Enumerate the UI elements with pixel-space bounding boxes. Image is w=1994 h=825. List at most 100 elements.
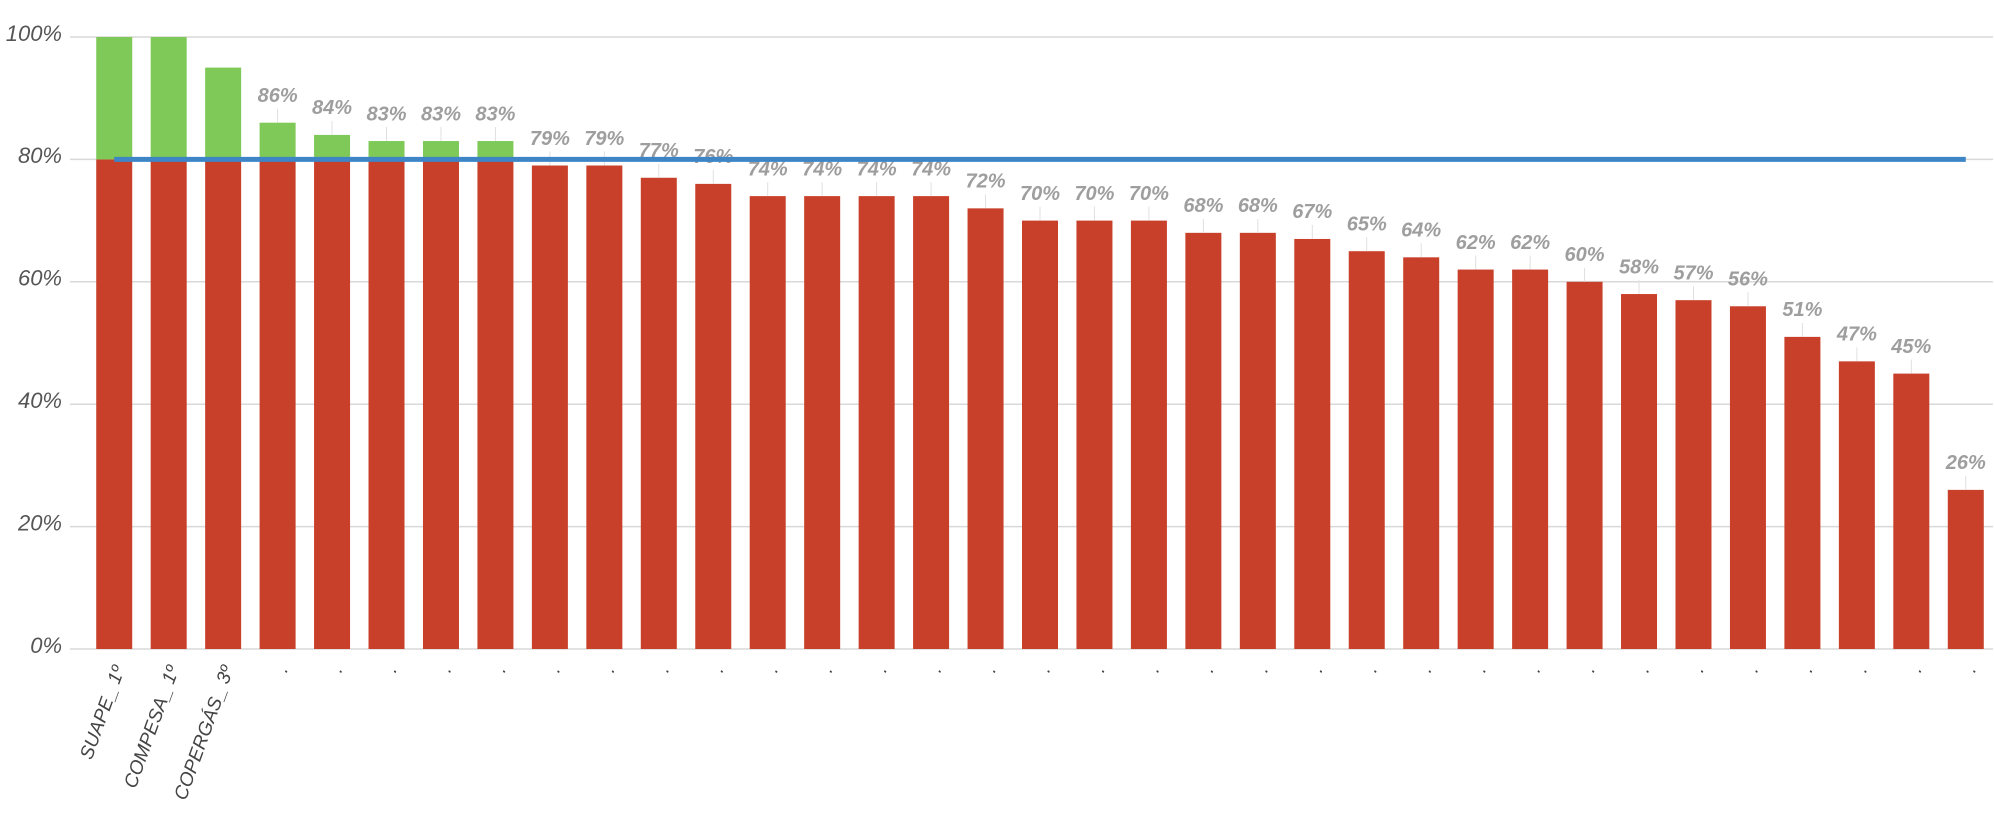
data-label: 83% [421, 103, 461, 125]
x-tick-label: . [1524, 663, 1546, 675]
data-label: 83% [366, 103, 406, 125]
bar [967, 208, 1004, 650]
x-tick-label: . [1687, 663, 1709, 675]
data-label: 70% [1129, 183, 1169, 205]
bar [1675, 300, 1712, 649]
x-tick-label: . [707, 663, 729, 675]
data-label: 74% [857, 158, 897, 180]
x-tick-label: . [1796, 663, 1818, 675]
bar [1076, 220, 1113, 649]
x-tick-label: . [271, 663, 293, 675]
x-tick-label: . [762, 663, 784, 675]
bar [1403, 257, 1440, 649]
data-label: 74% [748, 158, 788, 180]
x-tick-label: COMPESA_ 1º [120, 662, 184, 791]
x-tick-label: . [489, 663, 511, 675]
x-tick-label: . [435, 663, 457, 675]
x-tick-label: . [1034, 663, 1056, 675]
x-tick-label: . [380, 663, 402, 675]
bar [1512, 269, 1549, 649]
y-tick-label: 20% [17, 510, 62, 535]
bar [586, 165, 623, 649]
data-label: 62% [1456, 232, 1496, 254]
bar [1239, 232, 1276, 649]
data-label: 86% [258, 85, 298, 107]
data-label: 56% [1728, 269, 1768, 291]
bar [150, 159, 187, 649]
bar [1621, 294, 1658, 649]
data-label: 79% [584, 128, 624, 150]
x-tick-label: COPERGÁS_ 3º [171, 662, 239, 803]
data-label: 65% [1347, 213, 1387, 235]
y-tick-label: 60% [18, 266, 62, 291]
bar [749, 196, 786, 649]
data-label: 60% [1565, 244, 1605, 266]
x-tick-label: . [816, 663, 838, 675]
data-label: 57% [1673, 262, 1713, 284]
x-tick-label: . [1578, 663, 1600, 675]
bar [1022, 220, 1058, 649]
bar [205, 159, 242, 649]
bar [477, 159, 514, 649]
bar [1348, 251, 1385, 649]
x-tick-label: . [598, 663, 620, 675]
x-tick-label: . [925, 663, 947, 675]
data-label: 68% [1238, 195, 1278, 217]
y-tick-label: 100% [6, 21, 62, 46]
bar [1566, 281, 1603, 649]
data-label: 47% [1836, 324, 1877, 346]
bar [314, 159, 351, 649]
bar [1294, 238, 1331, 649]
x-tick-label: . [1143, 663, 1165, 675]
bar [1893, 373, 1930, 649]
bar [640, 177, 677, 649]
bar [1130, 220, 1167, 649]
bar-above-target [314, 134, 351, 160]
bar-above-target [477, 141, 514, 160]
x-tick-label: . [1905, 663, 1927, 675]
data-label: 74% [802, 158, 842, 180]
y-tick-label: 0% [30, 633, 62, 658]
x-tick-label: . [1088, 663, 1110, 675]
x-tick-label: . [871, 663, 893, 675]
data-label: 67% [1292, 201, 1332, 223]
bar [368, 159, 405, 649]
bar [96, 159, 133, 649]
bar [913, 196, 950, 649]
bar [422, 159, 459, 649]
x-tick-label: . [979, 663, 1001, 675]
bar [1185, 232, 1222, 649]
data-label: 84% [312, 97, 352, 119]
x-tick-label: . [1197, 663, 1219, 675]
data-label: 83% [475, 103, 515, 125]
bar-above-target [368, 141, 405, 160]
data-label: 70% [1074, 183, 1114, 205]
bar [695, 183, 732, 649]
bar [259, 159, 296, 649]
data-label: 26% [1945, 452, 1986, 474]
x-tick-label: . [1361, 663, 1383, 675]
data-label: 70% [1020, 183, 1060, 205]
data-label: 58% [1619, 256, 1659, 278]
y-tick-label: 40% [18, 388, 62, 413]
x-tick-label: . [1960, 663, 1982, 675]
x-tick-label: . [1306, 663, 1328, 675]
bar [858, 196, 895, 649]
data-label: 72% [966, 171, 1006, 193]
data-label: 45% [1890, 336, 1931, 358]
bar [1838, 361, 1875, 649]
data-label: 77% [639, 140, 679, 162]
x-tick-label: . [1742, 663, 1764, 675]
x-tick-label: . [1252, 663, 1274, 675]
bar-above-target [259, 122, 296, 160]
bar [531, 165, 568, 649]
data-label: 74% [911, 158, 951, 180]
x-tick-label: SUAPE_ 1º [76, 662, 130, 762]
x-tick-label: . [1470, 663, 1492, 675]
x-tick-label: . [326, 663, 348, 675]
bar [804, 196, 841, 649]
bar-above-target [205, 67, 242, 160]
bar-above-target [96, 37, 133, 160]
bar [1457, 269, 1494, 649]
